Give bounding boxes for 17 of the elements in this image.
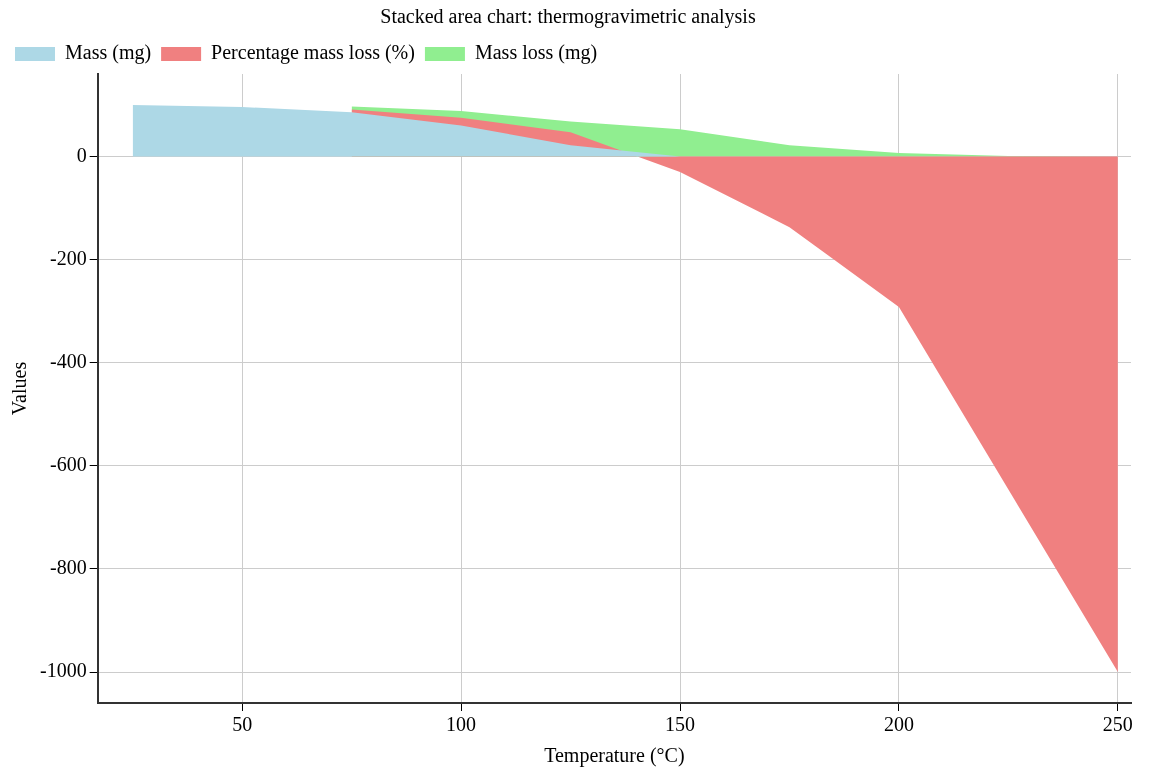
x-tick-label: 250 [1102, 713, 1133, 736]
chart-title: Stacked area chart: thermogravimetric analysis [380, 5, 756, 29]
legend-label: Mass (mg) [65, 41, 152, 65]
y-tick-label: -400 [49, 349, 87, 372]
x-tick-label: 200 [883, 713, 914, 736]
y-tick-label: -200 [49, 246, 87, 269]
y-axis-title: Values [8, 361, 31, 416]
legend-label: Percentage mass loss (%) [211, 41, 415, 65]
y-tick-label: -1000 [39, 659, 87, 682]
y-tick-label: 0 [76, 143, 87, 166]
legend-label: Mass loss (mg) [474, 41, 598, 65]
x-tick-label: 50 [232, 713, 253, 736]
y-tick-label: -600 [49, 453, 87, 476]
x-axis-title: Temperature (°C) [544, 744, 685, 768]
x-tick-label: 100 [446, 713, 477, 736]
y-tick-label: -800 [49, 556, 87, 579]
x-tick-label: 150 [665, 713, 696, 736]
